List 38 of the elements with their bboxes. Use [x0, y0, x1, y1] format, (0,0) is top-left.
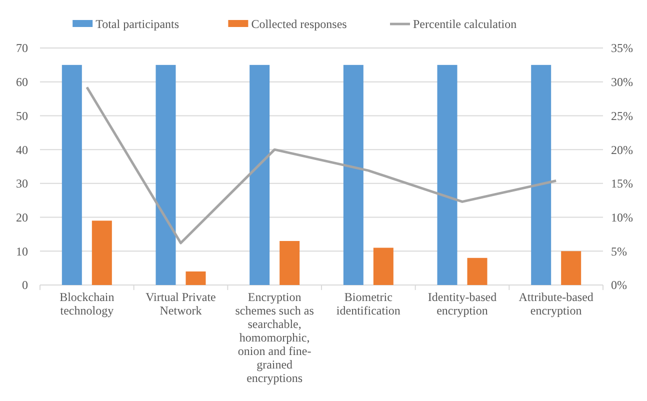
bar — [250, 64, 270, 285]
y2-tick-label: 25% — [611, 108, 633, 123]
bar — [62, 64, 82, 285]
y2-tick-label: 10% — [611, 210, 633, 224]
y-tick-label: 40 — [16, 142, 28, 157]
bar — [92, 220, 112, 285]
y2-tick-label: 20% — [611, 142, 633, 157]
x-tick-label: Virtual Private Network — [146, 290, 216, 318]
x-tick-label: Identity-based encryption — [428, 290, 497, 318]
y2-tick-label: 5% — [611, 244, 627, 258]
y2-tick-label: 35% — [611, 41, 633, 56]
y-tick-label: 0 — [22, 278, 28, 292]
bar — [343, 64, 364, 285]
bar — [437, 64, 458, 285]
y-tick-label: 30 — [16, 176, 28, 191]
y2-tick-label: 15% — [611, 176, 633, 191]
x-tick-label: Attribute-based encryption — [518, 290, 594, 318]
x-tick-label: Blockchain technology — [60, 290, 114, 318]
y-tick-label: 50 — [16, 108, 28, 123]
bar — [373, 248, 394, 285]
bar — [186, 271, 206, 285]
y2-tick-label: 30% — [611, 75, 633, 90]
x-tick-label: Biometric identification — [336, 290, 400, 318]
y-tick-label: 60 — [16, 75, 28, 90]
y-tick-label: 70 — [16, 41, 28, 56]
x-tick-label: Encryption schemes such as searchable, homomorphic, onion and fine-grained encryptions — [235, 290, 314, 385]
legend-label: Total participants — [96, 17, 180, 31]
y-tick-label: 10 — [16, 244, 28, 258]
bar — [561, 251, 582, 285]
bar — [280, 240, 300, 285]
bar — [156, 64, 176, 285]
y2-tick-label: 0% — [611, 278, 627, 292]
legend-label: Collected responses — [251, 17, 348, 31]
y-tick-label: 20 — [16, 210, 28, 224]
bar — [467, 258, 488, 285]
bar — [531, 64, 552, 285]
legend-label: Percentile calculation — [413, 17, 517, 31]
line-series — [86, 86, 558, 244]
